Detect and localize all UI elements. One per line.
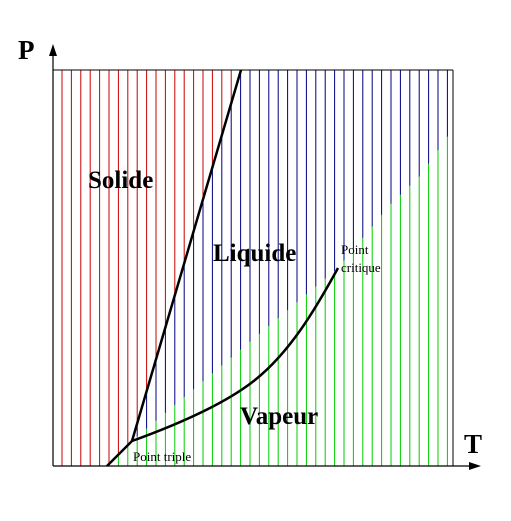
liquid-region-label: Liquide (213, 240, 296, 267)
x-axis-label: T (464, 429, 482, 459)
solid-region-label: Solide (88, 167, 153, 194)
x-axis-arrow-icon (469, 462, 481, 470)
vapour-region-label: Vapeur (240, 403, 318, 430)
critical-point-label-line2: critique (341, 260, 381, 275)
fusion-curve (130, 69, 243, 442)
vaporization-curve (131, 267, 340, 443)
critical-point-label-line1: Point (341, 242, 369, 257)
y-axis (49, 44, 57, 466)
x-axis (53, 462, 481, 470)
y-axis-arrow-icon (49, 44, 57, 56)
triple-point-label: Point triple (133, 449, 191, 464)
y-axis-label: P (18, 35, 35, 65)
sublimation-curve (106, 440, 133, 467)
